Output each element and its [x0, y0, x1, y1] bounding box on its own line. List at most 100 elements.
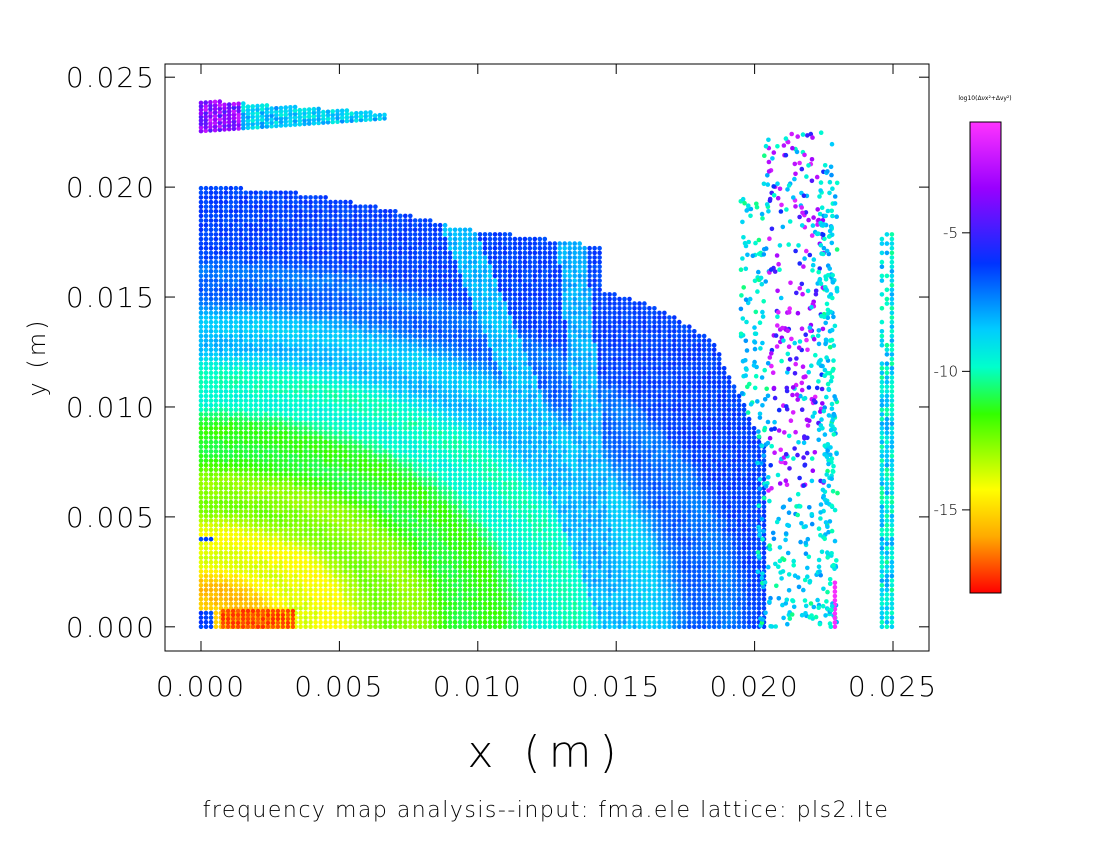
- fma-point: [323, 583, 328, 588]
- fma-point: [273, 426, 279, 431]
- fma-point: [293, 495, 299, 500]
- fma-point: [213, 532, 219, 537]
- fma-point: [308, 499, 313, 505]
- fma-point: [358, 255, 363, 260]
- fma-point: [388, 569, 393, 574]
- fma-point: [198, 509, 204, 514]
- fma-point: [348, 329, 353, 334]
- fma-point: [293, 241, 299, 246]
- fma-point: [323, 430, 328, 436]
- fma-point: [293, 541, 299, 546]
- fma-point: [268, 592, 274, 597]
- fma-point: [323, 619, 328, 625]
- fma-point: [278, 236, 284, 242]
- fma-point: [253, 458, 259, 463]
- fma-point: [333, 495, 338, 500]
- fma-point: [198, 361, 204, 367]
- fma-point: [293, 536, 299, 542]
- fma-point: [383, 587, 388, 593]
- fma-point: [353, 292, 358, 297]
- fma-point: [338, 209, 343, 214]
- fma-point: [412, 375, 418, 380]
- fma-point: [368, 462, 373, 468]
- fma-point: [218, 282, 224, 288]
- fma-point: [198, 333, 204, 339]
- fma-point: [248, 384, 254, 390]
- fma-point: [288, 462, 294, 468]
- fma-point: [293, 550, 299, 556]
- fma-point: [213, 361, 219, 367]
- fma-point: [298, 504, 303, 510]
- fma-point: [343, 315, 348, 320]
- fma-point: [233, 333, 239, 339]
- fma-point: [442, 227, 448, 233]
- fma-point: [238, 444, 244, 450]
- fma-point: [457, 393, 463, 399]
- fma-point: [288, 495, 294, 500]
- fma-point: [412, 610, 418, 616]
- fma-point: [323, 610, 328, 616]
- fma-point: [293, 606, 299, 611]
- fma-point: [417, 573, 423, 579]
- fma-point: [268, 467, 274, 473]
- fma-point: [283, 402, 289, 408]
- fma-point: [318, 449, 323, 454]
- fma-point: [388, 342, 393, 348]
- fma-point: [398, 430, 403, 436]
- fma-point: [383, 375, 388, 380]
- fma-point: [383, 550, 388, 556]
- fma-point: [333, 352, 338, 357]
- fma-point: [213, 587, 219, 593]
- fma-point: [248, 236, 254, 242]
- fma-point: [368, 559, 373, 565]
- fma-point: [427, 624, 433, 630]
- fma-point: [273, 287, 279, 293]
- fma-point: [283, 555, 289, 560]
- fma-point: [452, 227, 458, 233]
- fma-point: [218, 453, 224, 459]
- fma-point: [422, 352, 428, 357]
- fma-point: [353, 366, 358, 371]
- fma-point: [368, 583, 373, 588]
- fma-point: [303, 426, 308, 431]
- fma-point: [408, 310, 413, 316]
- fma-point: [293, 278, 299, 283]
- fma-point: [437, 306, 443, 311]
- fma-point: [422, 587, 428, 593]
- fma-point: [388, 583, 393, 588]
- fma-point: [403, 495, 408, 500]
- fma-point: [238, 462, 244, 468]
- fma-point: [248, 218, 254, 223]
- fma-point: [203, 624, 209, 630]
- fma-point: [238, 306, 244, 311]
- fma-point: [457, 324, 463, 330]
- fma-point: [412, 218, 418, 223]
- fma-point: [388, 273, 393, 279]
- fma-point: [442, 398, 448, 403]
- fma-point: [318, 370, 323, 376]
- fma-point: [258, 269, 264, 274]
- fma-point: [447, 518, 453, 523]
- fma-point: [263, 324, 269, 330]
- fma-point: [198, 319, 204, 325]
- fma-point: [403, 389, 408, 394]
- fma-point: [233, 222, 239, 228]
- fma-point: [378, 389, 383, 394]
- fma-point: [313, 329, 318, 334]
- fma-point: [338, 342, 343, 348]
- fma-point: [238, 407, 244, 413]
- fma-point: [442, 352, 448, 357]
- fma-point: [452, 430, 458, 436]
- fma-point: [233, 236, 239, 242]
- fma-point: [457, 573, 463, 579]
- fma-point: [363, 259, 368, 265]
- fma-point: [358, 430, 363, 436]
- fma-point: [442, 315, 448, 320]
- fma-point: [408, 467, 413, 473]
- fma-point: [432, 499, 438, 505]
- fma-point: [363, 222, 368, 228]
- fma-point: [233, 578, 239, 583]
- fma-point: [298, 509, 303, 514]
- fma-point: [343, 264, 348, 270]
- fma-point: [213, 241, 219, 246]
